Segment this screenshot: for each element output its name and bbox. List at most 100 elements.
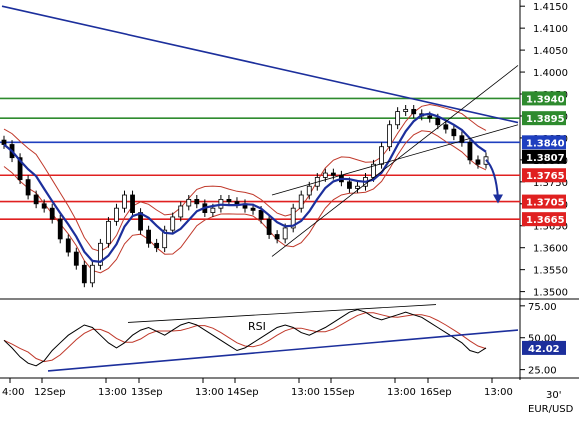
timeframe-label: 30' [546, 390, 561, 401]
channel-lower [271, 124, 519, 196]
candle-body [322, 172, 328, 178]
candle-body [41, 203, 47, 209]
rsi-axis-label: 42.02 [528, 344, 560, 355]
candle-body [210, 207, 216, 213]
candle-body [81, 264, 87, 284]
rsi-axis-label: 50.00 [528, 334, 557, 345]
level-box [522, 212, 566, 227]
candle-body [226, 198, 232, 202]
level-box [522, 168, 566, 183]
level-label: 1.3940 [526, 94, 565, 105]
price-axis-label: 1.3750 [533, 178, 568, 189]
candle-body [290, 207, 296, 229]
candle-body [443, 124, 449, 130]
candle-body [33, 194, 39, 205]
candle-body [427, 115, 433, 119]
level-label: 1.3840 [526, 138, 565, 149]
candle-body [274, 234, 280, 240]
candle-body [89, 264, 95, 284]
time-axis-label: 13:00 [387, 387, 416, 398]
candle-body [186, 198, 192, 207]
time-axis-label: 13:00 [484, 387, 513, 398]
candle-body [162, 229, 168, 249]
price-axis-label: 1.3600 [533, 244, 568, 255]
rsi-axis-label: 75.00 [528, 302, 557, 313]
price-axis-label: 1.4000 [533, 68, 568, 79]
candle-body [347, 181, 352, 189]
candle-body [154, 242, 160, 249]
candle-body [194, 198, 200, 205]
moving-average-line [3, 112, 487, 263]
channel-upper [271, 65, 519, 257]
price-axis-label: 1.4150 [533, 2, 568, 13]
candle-body [403, 108, 409, 112]
candle-body [379, 146, 384, 165]
level-box [522, 194, 566, 209]
descending-trendline [1, 5, 519, 124]
candle-body [178, 205, 184, 218]
candle-body [114, 207, 119, 222]
time-axis-label: 4:00 [2, 387, 24, 398]
bollinger-lower [3, 130, 487, 274]
level-label: 1.3665 [526, 215, 565, 226]
price-axis-label: 1.4050 [533, 46, 568, 57]
level-box [522, 149, 566, 164]
rsi-axis-label: 25.00 [528, 366, 557, 377]
price-axis-label: 1.3650 [533, 222, 568, 233]
rsi-support-trendline [47, 329, 519, 372]
candle-body [282, 227, 288, 240]
candle-body [411, 108, 417, 115]
bollinger-upper [3, 103, 487, 252]
candle-body [122, 194, 127, 209]
candle-body [57, 218, 63, 240]
level-box [522, 135, 566, 150]
candle-body [467, 141, 473, 161]
candle-body [459, 135, 465, 143]
time-axis-label: 13:00 [98, 387, 127, 398]
level-box [522, 111, 566, 126]
time-axis-label: 15Sep [323, 387, 355, 398]
candle-body [25, 179, 31, 196]
candle-body [98, 242, 103, 266]
time-axis-label: 13Sep [131, 387, 163, 398]
candle-body [330, 172, 336, 176]
rsi-title: RSI [248, 320, 266, 333]
instrument-label: EUR/USD [528, 404, 574, 415]
candle-body [170, 216, 176, 231]
candle-body [250, 207, 256, 211]
rsi-current-box [522, 340, 566, 355]
time-axis-label: 13:00 [291, 387, 320, 398]
time-axis-label: 12Sep [34, 387, 66, 398]
level-label: 1.3705 [526, 198, 565, 209]
level-label: 1.3765 [526, 171, 565, 182]
rsi-signal-line [3, 312, 487, 363]
level-box [522, 91, 566, 106]
candle-body [49, 207, 55, 220]
rsi-resistance-trendline [127, 304, 437, 323]
candle-body [451, 128, 457, 137]
price-axis-label: 1.3500 [533, 288, 568, 299]
candle-body [298, 194, 304, 209]
candle-body [475, 159, 481, 165]
rsi-line [3, 309, 487, 367]
candle-body [1, 139, 7, 145]
price-axis-label: 1.4100 [533, 24, 568, 35]
time-axis-label: 16Sep [420, 387, 452, 398]
candle-body [395, 111, 401, 126]
forecast-arrowhead [493, 194, 503, 204]
candle-body [355, 185, 360, 189]
candle-body [65, 238, 71, 253]
time-axis-label: 13:00 [195, 387, 224, 398]
candle-body [306, 185, 312, 196]
candle-body [435, 117, 441, 126]
candle-body [106, 220, 111, 244]
candle-body [387, 124, 393, 148]
candle-body [130, 194, 135, 213]
candle-body [266, 218, 272, 235]
time-axis-label: 14Sep [227, 387, 259, 398]
price-axis-label: 1.3550 [533, 266, 568, 277]
candle-body [73, 251, 79, 266]
level-label: 1.3895 [526, 114, 565, 125]
forecast-arrow [485, 159, 499, 199]
